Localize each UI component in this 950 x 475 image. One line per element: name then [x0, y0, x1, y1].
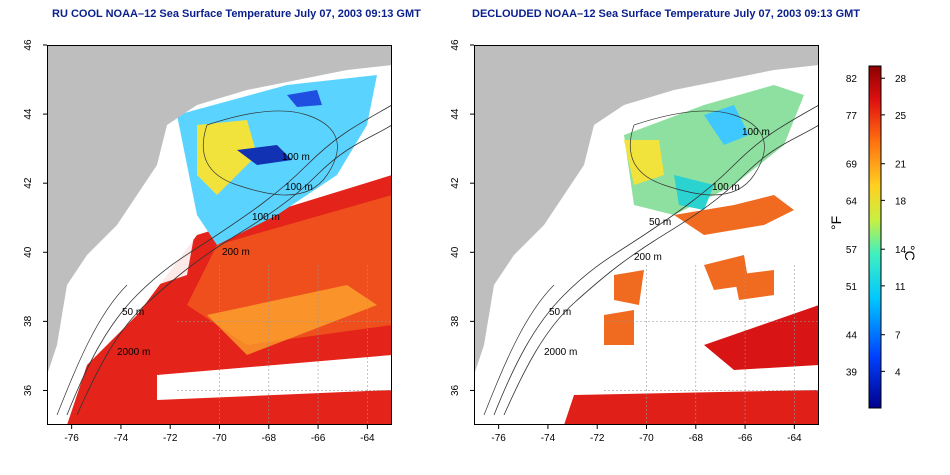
x-tick-label: -76 — [64, 433, 79, 444]
x-tick-label: -68 — [262, 433, 277, 444]
contour-label: 100 m — [742, 127, 770, 138]
contour-label: 100 m — [282, 152, 310, 163]
warm-patch — [674, 195, 794, 235]
warm-patch — [734, 270, 774, 300]
map-panel-declouded: 100 m 100 m 50 m 200 m 50 m 2000 m — [474, 45, 819, 425]
warm-patch — [604, 310, 634, 345]
contour-line — [203, 110, 338, 196]
y-tick-label: 44 — [23, 108, 34, 120]
colorbar-gradient — [868, 65, 882, 409]
contour-label: 100 m — [712, 182, 740, 193]
contour-line — [76, 124, 392, 416]
contour-line — [630, 110, 765, 196]
x-tick-label: -70 — [212, 433, 227, 444]
land-mass — [47, 45, 392, 375]
grid — [177, 265, 392, 425]
contour-label: 2000 m — [544, 347, 577, 358]
y-tick-label: 38 — [23, 315, 34, 327]
nova-scotia — [327, 45, 392, 63]
x-tick-label: -64 — [360, 433, 375, 444]
x-tick-label: -66 — [738, 433, 753, 444]
contour-line — [483, 284, 555, 416]
x-tick-label: -72 — [163, 433, 178, 444]
title-left: RU COOL NOAA–12 Sea Surface Temperature … — [52, 8, 421, 20]
contour-label: 50 m — [122, 307, 144, 318]
x-tick-label: -74 — [114, 433, 129, 444]
contour-line — [503, 124, 819, 416]
colorbar-c-label: 7 — [895, 331, 901, 342]
y-tick-label: 36 — [23, 384, 34, 396]
contour-label: 50 m — [549, 307, 571, 318]
colorbar-c-label: 28 — [895, 74, 907, 85]
y-tick-label: 44 — [450, 108, 461, 120]
colorbar: 82 28 77 25 69 21 64 18 57 14 51 11 44 7 39 4 — [846, 65, 907, 409]
contour-label: 2000 m — [117, 347, 150, 358]
unit-celsius: °C — [902, 245, 918, 261]
warm-water-yellow-streaks — [207, 285, 377, 355]
warm-patch — [614, 270, 644, 305]
colorbar-c-label: 25 — [895, 111, 907, 122]
contour-label: 50 m — [649, 217, 671, 228]
x-tick-label: -74 — [541, 433, 556, 444]
cool-water-yellow — [197, 120, 257, 195]
x-tick-label: -72 — [590, 433, 605, 444]
x-tick-label: -68 — [689, 433, 704, 444]
cold-spot-2 — [287, 90, 322, 107]
title-right: DECLOUDED NOAA–12 Sea Surface Temperatur… — [472, 8, 861, 20]
x-tick-label: -66 — [311, 433, 326, 444]
colorbar-f-label: 69 — [846, 160, 858, 171]
x-tick-label: -76 — [491, 433, 506, 444]
colorbar-f-label: 77 — [846, 111, 858, 122]
colorbar-f-label: 64 — [846, 196, 858, 207]
colorbar-f-label: 57 — [846, 245, 858, 256]
contour-line — [56, 284, 128, 416]
colorbar-c-label: 14 — [895, 245, 907, 256]
cool-water-region — [624, 85, 804, 215]
y-tick-label: 42 — [450, 177, 461, 189]
colorbar-c-label: 4 — [895, 367, 901, 378]
cool-water-cyan — [704, 105, 749, 145]
y-tick-label: 46 — [23, 39, 34, 51]
y-tick-label: 42 — [23, 177, 34, 189]
cloud-patch — [117, 220, 197, 295]
map-panel-raw: 100 m 100 m 100 m 200 m 50 m 2000 m — [47, 45, 392, 425]
cloud-band — [157, 355, 392, 400]
cold-spot — [237, 145, 292, 165]
land-mass — [474, 45, 819, 375]
contour-label: 200 m — [634, 252, 662, 263]
unit-fahrenheit: °F — [828, 215, 844, 230]
y-tick-label: 40 — [450, 246, 461, 258]
colorbar-c-label: 18 — [895, 196, 907, 207]
y-tick-label: 46 — [450, 39, 461, 51]
colorbar-c-label: 11 — [895, 282, 906, 293]
cool-water-teal — [674, 175, 714, 210]
colorbar-f-label: 39 — [846, 367, 858, 378]
cool-water-yellow — [624, 140, 664, 185]
colorbar-f-label: 44 — [846, 331, 858, 342]
colorbar-f-label: 82 — [846, 74, 858, 85]
contour-line — [66, 104, 392, 416]
grid — [604, 265, 819, 425]
colorbar-f-label: 51 — [846, 282, 858, 293]
y-tick-label: 38 — [450, 315, 461, 327]
x-tick-label: -70 — [639, 433, 654, 444]
warm-patch-dark — [564, 390, 819, 425]
contour-label: 100 m — [252, 212, 280, 223]
warm-patch-dark — [704, 305, 819, 370]
x-tick-label: -64 — [787, 433, 802, 444]
contour-label: 100 m — [285, 182, 313, 193]
contour-label: 200 m — [222, 247, 250, 258]
contour-line — [493, 104, 819, 416]
y-tick-label: 36 — [450, 384, 461, 396]
y-tick-label: 40 — [23, 246, 34, 258]
colorbar-c-label: 21 — [895, 160, 907, 171]
